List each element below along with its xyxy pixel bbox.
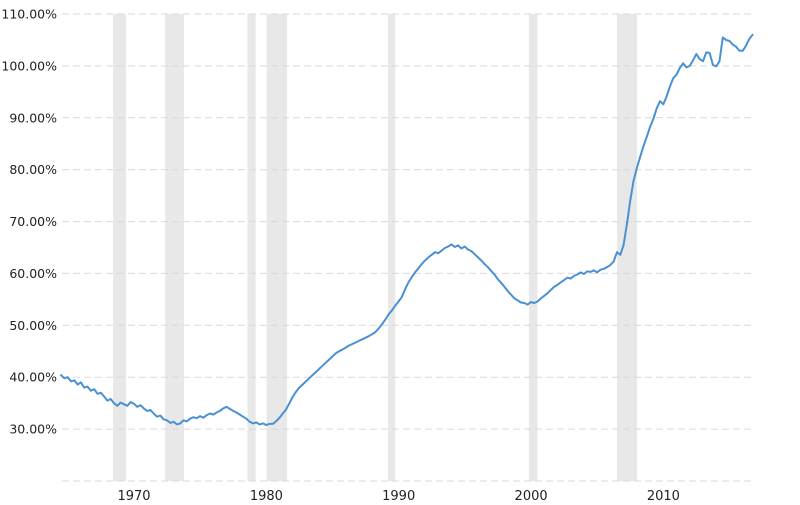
- x-axis-tick-label: 2010: [647, 489, 680, 504]
- y-axis-tick-label: 40.00%: [9, 370, 57, 385]
- x-axis-tick-label: 1970: [117, 489, 150, 504]
- y-axis-tick-label: 90.00%: [9, 110, 57, 125]
- x-axis-tick-label: 1990: [382, 489, 415, 504]
- recession-bands-group: [113, 14, 637, 481]
- x-axis-tick-label: 2000: [515, 489, 548, 504]
- recession-band: [113, 14, 127, 481]
- recession-band: [617, 14, 637, 481]
- y-axis-tick-label: 110.00%: [1, 7, 57, 22]
- x-axis-labels-group: 1970 1980 1990 2000 2010: [117, 489, 679, 504]
- recession-band: [165, 14, 184, 481]
- gridlines-group: [62, 13, 755, 482]
- y-axis-tick-label: 100.00%: [1, 58, 57, 73]
- data-series-group: [60, 33, 754, 426]
- y-axis-labels-group: 110.00% 100.00% 90.00% 80.00% 70.00% 60.00% 50…: [1, 7, 57, 437]
- y-axis-tick-label: 30.00%: [9, 422, 57, 437]
- recession-band: [247, 14, 256, 481]
- recession-band: [528, 14, 538, 481]
- y-axis-tick-label: 70.00%: [9, 214, 57, 229]
- y-axis-tick-label: 60.00%: [9, 266, 57, 281]
- x-axis-tick-label: 1980: [250, 489, 283, 504]
- recession-band: [388, 14, 396, 481]
- data-line: [60, 33, 754, 426]
- y-axis-tick-label: 80.00%: [9, 162, 57, 177]
- recession-band: [266, 14, 288, 481]
- y-axis-tick-label: 50.00%: [9, 318, 57, 333]
